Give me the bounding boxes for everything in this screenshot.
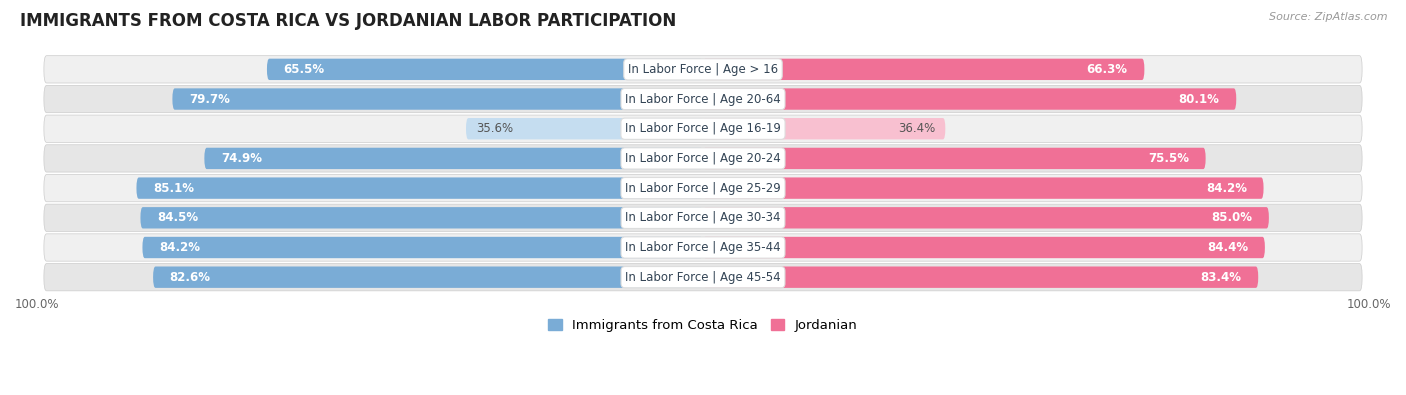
Text: In Labor Force | Age 35-44: In Labor Force | Age 35-44 [626,241,780,254]
Text: In Labor Force | Age 45-54: In Labor Force | Age 45-54 [626,271,780,284]
Text: In Labor Force | Age 20-24: In Labor Force | Age 20-24 [626,152,780,165]
FancyBboxPatch shape [703,267,1258,288]
Text: In Labor Force | Age 25-29: In Labor Force | Age 25-29 [626,182,780,195]
Legend: Immigrants from Costa Rica, Jordanian: Immigrants from Costa Rica, Jordanian [543,314,863,338]
Text: 84.4%: 84.4% [1208,241,1249,254]
FancyBboxPatch shape [703,58,1144,80]
FancyBboxPatch shape [173,88,703,110]
Text: 74.9%: 74.9% [221,152,262,165]
Text: 79.7%: 79.7% [188,92,231,105]
Text: 75.5%: 75.5% [1147,152,1189,165]
FancyBboxPatch shape [267,58,703,80]
Text: 36.4%: 36.4% [898,122,935,135]
FancyBboxPatch shape [44,115,1362,142]
FancyBboxPatch shape [465,118,703,139]
Text: 85.1%: 85.1% [153,182,194,195]
FancyBboxPatch shape [703,207,1268,228]
FancyBboxPatch shape [44,263,1362,291]
Text: 80.1%: 80.1% [1178,92,1219,105]
Text: 66.3%: 66.3% [1087,63,1128,76]
FancyBboxPatch shape [44,56,1362,83]
FancyBboxPatch shape [703,237,1265,258]
FancyBboxPatch shape [44,234,1362,261]
FancyBboxPatch shape [136,177,703,199]
Text: 84.2%: 84.2% [1206,182,1247,195]
FancyBboxPatch shape [44,85,1362,113]
Text: In Labor Force | Age 16-19: In Labor Force | Age 16-19 [626,122,780,135]
FancyBboxPatch shape [204,148,703,169]
Text: In Labor Force | Age > 16: In Labor Force | Age > 16 [628,63,778,76]
FancyBboxPatch shape [153,267,703,288]
Text: Source: ZipAtlas.com: Source: ZipAtlas.com [1270,12,1388,22]
Text: 85.0%: 85.0% [1211,211,1253,224]
Text: 35.6%: 35.6% [477,122,513,135]
Text: 84.5%: 84.5% [157,211,198,224]
Text: IMMIGRANTS FROM COSTA RICA VS JORDANIAN LABOR PARTICIPATION: IMMIGRANTS FROM COSTA RICA VS JORDANIAN … [20,12,676,30]
Text: 82.6%: 82.6% [170,271,211,284]
FancyBboxPatch shape [703,148,1205,169]
Text: In Labor Force | Age 30-34: In Labor Force | Age 30-34 [626,211,780,224]
Text: 65.5%: 65.5% [284,63,325,76]
FancyBboxPatch shape [703,177,1264,199]
FancyBboxPatch shape [142,237,703,258]
Text: In Labor Force | Age 20-64: In Labor Force | Age 20-64 [626,92,780,105]
Text: 83.4%: 83.4% [1201,271,1241,284]
FancyBboxPatch shape [703,88,1236,110]
FancyBboxPatch shape [44,175,1362,202]
FancyBboxPatch shape [44,145,1362,172]
Text: 84.2%: 84.2% [159,241,200,254]
FancyBboxPatch shape [44,204,1362,231]
FancyBboxPatch shape [703,118,945,139]
FancyBboxPatch shape [141,207,703,228]
